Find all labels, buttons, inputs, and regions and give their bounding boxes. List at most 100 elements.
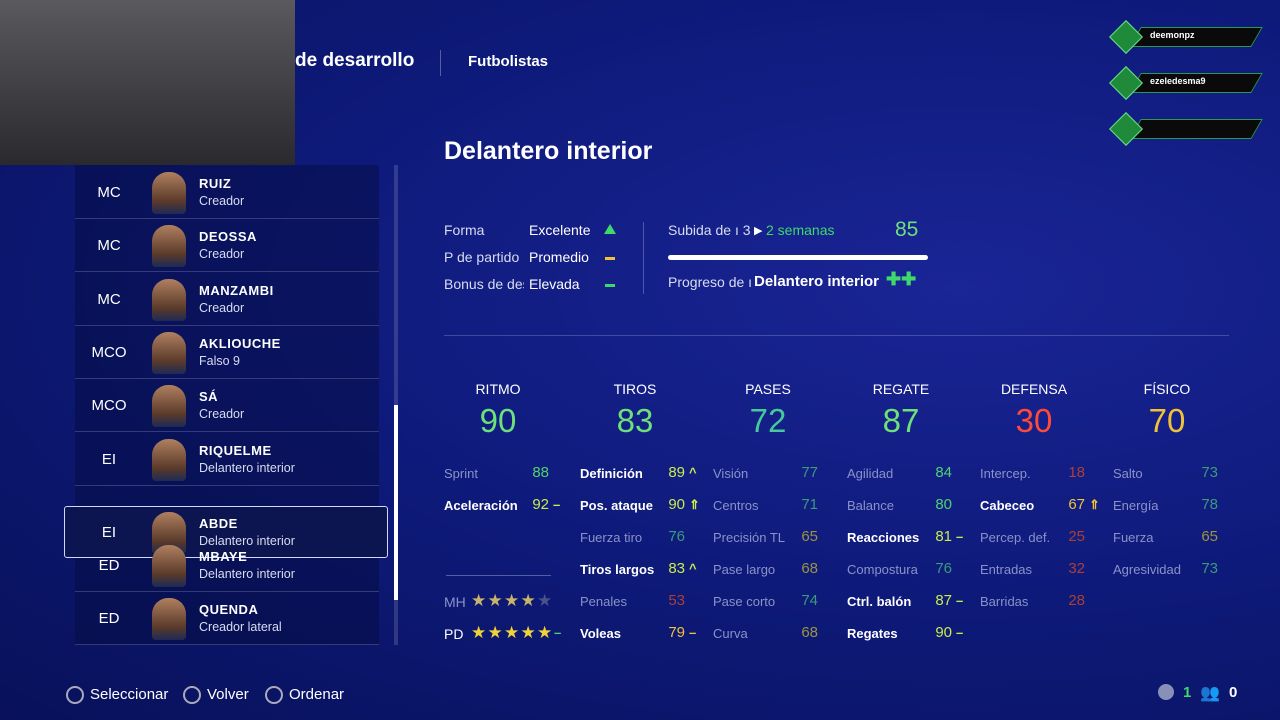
attribute-name: Pase largo — [713, 562, 776, 577]
overlay-user: ezeledesma9 — [1150, 76, 1206, 86]
player-name: RUIZ — [199, 176, 232, 191]
attribute-name: Pos. ataque — [580, 498, 653, 513]
attribute-name: Cabeceo — [980, 498, 1035, 513]
attribute-name: Balance — [847, 498, 894, 513]
stat-name: RITMO — [475, 381, 521, 397]
attribute-name: Curva — [713, 626, 748, 641]
attribute-name: Voleas — [580, 626, 621, 641]
attribute-value: 32 — [1068, 560, 1085, 577]
attribute-name: Entradas — [980, 562, 1033, 577]
attribute-value: 76 — [668, 528, 685, 545]
attribute-name: Agilidad — [847, 466, 894, 481]
trend-icon: – — [956, 625, 964, 640]
player-photo — [152, 278, 186, 321]
attribute-name: Percep. def. — [980, 530, 1051, 545]
attribute-value: 28 — [1068, 592, 1085, 609]
attribute-name: Fuerza — [1113, 530, 1154, 545]
player-name: ABDE — [199, 515, 238, 531]
button-icon — [183, 686, 201, 704]
player-name: AKLIOUCHE — [199, 335, 281, 351]
player-photo — [152, 385, 186, 428]
position: MC — [97, 184, 121, 201]
attribute-value: 68 — [801, 560, 818, 577]
player-role: Delantero interior — [199, 460, 295, 475]
star: ★ — [537, 591, 553, 610]
attribute-name: Energía — [1113, 498, 1159, 513]
count: 0 — [1229, 684, 1238, 701]
position: MC — [97, 290, 121, 308]
row-separator — [75, 377, 379, 379]
icon — [1158, 684, 1174, 700]
status-value: Excelente — [529, 222, 591, 238]
player-role: Delantero interior — [199, 567, 295, 582]
divider — [643, 222, 644, 294]
position: EI — [101, 523, 117, 541]
indicator — [605, 284, 615, 287]
trend-icon: ^ — [689, 465, 697, 480]
upgrade-value: 85 — [895, 218, 919, 241]
overlay-icon — [1109, 112, 1143, 146]
player-photo — [152, 172, 186, 214]
position: MCO — [91, 397, 127, 415]
position: ED — [98, 610, 120, 628]
attribute-value: 77 — [801, 464, 818, 481]
player-name: RIQUELME — [199, 442, 272, 458]
footer-action[interactable]: Seleccionar — [90, 686, 169, 703]
footer-action[interactable]: Ordenar — [289, 686, 345, 703]
player-photo — [152, 438, 186, 481]
player-photo — [152, 598, 186, 641]
webcam — [0, 0, 295, 165]
selected-row — [64, 505, 388, 558]
position: MC — [97, 237, 121, 255]
player-name: QUENDA — [199, 602, 259, 618]
player-role: Delantero interior — [199, 533, 295, 548]
status-label: Bonus de des — [444, 276, 524, 292]
attribute-value: 18 — [1068, 464, 1085, 481]
divider — [446, 575, 551, 576]
position: ED — [98, 557, 120, 575]
overlay-icon — [1109, 66, 1143, 100]
player-role: Creador lateral — [199, 620, 282, 635]
player-photo — [152, 331, 186, 374]
trend-icon: ^ — [689, 561, 697, 576]
skill-label: PD — [444, 626, 464, 642]
attribute-name: Regates — [847, 626, 898, 641]
player-role: Creador — [199, 407, 245, 422]
divider — [440, 50, 441, 76]
star: ★ — [504, 623, 520, 642]
stat-value: 83 — [616, 402, 654, 439]
overlay-badge — [1129, 119, 1263, 139]
attribute-name: Aceleración — [444, 498, 518, 513]
star: ★ — [520, 591, 536, 610]
attribute-value: 73 — [1201, 464, 1218, 481]
attribute-value: 90 — [668, 496, 685, 513]
player-role: Creador — [199, 247, 245, 262]
attribute-name: Compostura — [847, 562, 918, 577]
player-name: SÁ — [199, 389, 219, 405]
attribute-value: 90 — [935, 624, 952, 641]
trend-icon: – — [553, 497, 561, 512]
row-separator — [75, 324, 379, 326]
attribute-value: 83 — [668, 560, 685, 577]
attribute-name: Penales — [580, 594, 627, 609]
player-name: MANZAMBI — [199, 282, 274, 298]
trend-icon: – — [689, 625, 697, 640]
icon: 👥 — [1200, 685, 1220, 702]
overlay-icon — [1109, 20, 1143, 54]
footer-action[interactable]: Volver — [207, 686, 249, 703]
star: ★ — [471, 591, 487, 610]
attribute-name: Agresividad — [1113, 562, 1181, 577]
attribute-value: 74 — [801, 592, 818, 609]
row-separator — [75, 484, 379, 486]
row-separator — [75, 591, 379, 593]
star: ★ — [504, 591, 520, 610]
player-photo — [152, 545, 186, 588]
star: ★ — [487, 591, 503, 610]
indicator — [604, 224, 616, 234]
attribute-name: Salto — [1113, 466, 1143, 481]
title: Delantero interior — [444, 137, 653, 165]
tab[interactable]: Futbolistas — [468, 53, 549, 70]
attribute-value: 88 — [532, 464, 549, 481]
progress-bar — [668, 255, 928, 260]
